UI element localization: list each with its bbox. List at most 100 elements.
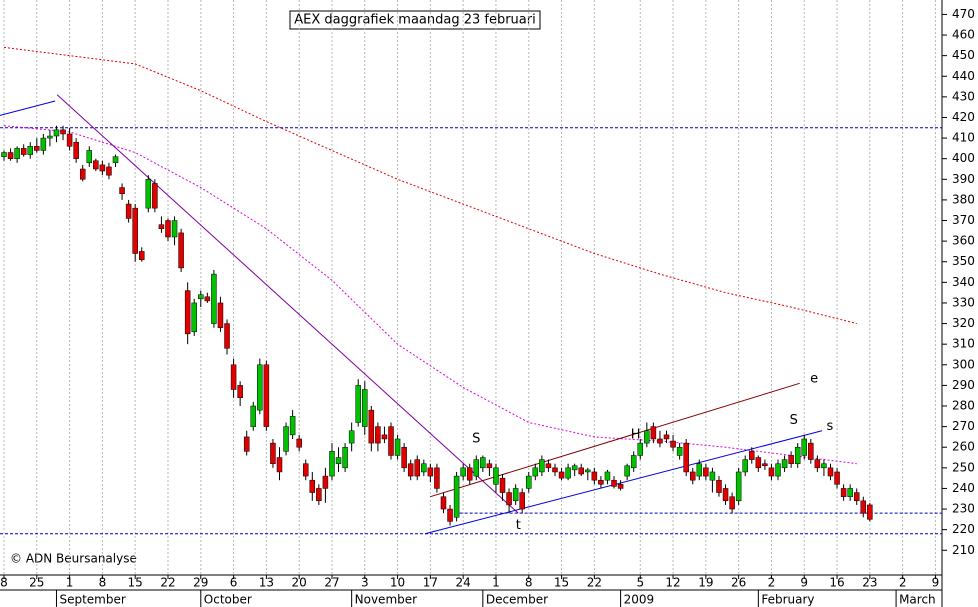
candle-body bbox=[211, 273, 217, 324]
x-tick-label: 19 bbox=[698, 576, 713, 590]
candle-body bbox=[34, 146, 40, 151]
moving-average bbox=[3, 125, 857, 465]
candle-body bbox=[840, 488, 847, 497]
x-tick-label: 27 bbox=[324, 576, 339, 590]
candle-body bbox=[604, 471, 611, 481]
y-tick-label: 380 bbox=[952, 192, 975, 206]
candle-body bbox=[591, 471, 598, 481]
title-box bbox=[289, 10, 541, 30]
candle-body bbox=[198, 294, 204, 300]
x-tick-label: 3 bbox=[361, 576, 369, 590]
candle-body bbox=[191, 302, 197, 333]
candle-body bbox=[342, 446, 348, 469]
candle-body bbox=[401, 446, 407, 469]
candle-body bbox=[663, 434, 670, 440]
y-tick-label: 310 bbox=[952, 337, 975, 351]
candle-body bbox=[768, 467, 775, 477]
x-tick-label: 5 bbox=[636, 576, 644, 590]
candle-body bbox=[860, 500, 867, 514]
candle-body bbox=[526, 475, 532, 489]
candle-body bbox=[362, 389, 368, 427]
candle-body bbox=[755, 457, 762, 469]
candle-body bbox=[453, 475, 460, 518]
candle-body bbox=[421, 463, 427, 473]
copyright: © ADN Beursanalyse bbox=[10, 552, 137, 566]
trend-line bbox=[424, 430, 823, 535]
candle-body bbox=[132, 207, 138, 254]
annotation: s bbox=[826, 419, 833, 434]
y-tick-label: 430 bbox=[952, 89, 975, 103]
y-tick-label: 340 bbox=[952, 275, 975, 289]
candle-body bbox=[60, 129, 66, 135]
candle-body bbox=[703, 467, 709, 477]
candle-body bbox=[617, 484, 624, 489]
candle-body bbox=[650, 426, 657, 440]
y-tick-label: 420 bbox=[952, 110, 975, 124]
candle-body bbox=[375, 426, 381, 444]
candle-body bbox=[368, 409, 375, 444]
candle-body bbox=[821, 463, 827, 469]
candle-body bbox=[466, 467, 473, 481]
month-label: March bbox=[899, 593, 936, 607]
candle-body bbox=[152, 183, 158, 209]
candle-body bbox=[93, 160, 99, 170]
candle-body bbox=[598, 479, 604, 485]
x-tick-label: 29 bbox=[193, 576, 208, 590]
candle-body bbox=[178, 232, 184, 269]
y-tick-label: 300 bbox=[952, 357, 975, 371]
trend-line bbox=[56, 94, 519, 514]
candle-body bbox=[388, 426, 394, 456]
month-label: September bbox=[59, 593, 125, 607]
candle-body bbox=[853, 492, 860, 502]
candle-body bbox=[348, 430, 355, 444]
candle-body bbox=[283, 426, 289, 452]
y-tick-label: 390 bbox=[952, 172, 975, 186]
candle-body bbox=[322, 475, 329, 489]
month-label: November bbox=[355, 593, 417, 607]
candle-body bbox=[762, 463, 768, 467]
x-tick-label: 6 bbox=[230, 576, 238, 590]
y-tick-label: 450 bbox=[952, 48, 975, 62]
candle-body bbox=[145, 179, 152, 209]
candle-body bbox=[217, 302, 224, 328]
candle-body bbox=[716, 479, 722, 493]
y-tick-label: 260 bbox=[952, 440, 975, 454]
candle-body bbox=[630, 455, 637, 469]
candle-body bbox=[519, 492, 525, 510]
candle-body bbox=[99, 164, 106, 172]
candle-body bbox=[512, 488, 519, 502]
candle-body bbox=[735, 471, 742, 502]
candle-body bbox=[158, 224, 165, 230]
candle-body bbox=[309, 479, 316, 493]
candle-body bbox=[834, 471, 840, 485]
candle-body bbox=[270, 442, 276, 464]
candle-body bbox=[571, 465, 578, 471]
x-tick-label: 23 bbox=[862, 576, 877, 590]
candle-body bbox=[237, 385, 243, 399]
candle-body bbox=[742, 459, 748, 473]
candle-body bbox=[112, 156, 119, 164]
candle-body bbox=[184, 290, 191, 335]
candle-body bbox=[138, 251, 145, 260]
x-tick-label: 16 bbox=[829, 576, 844, 590]
candle-body bbox=[243, 436, 250, 452]
candle-body bbox=[250, 405, 257, 427]
candle-body bbox=[289, 416, 296, 436]
x-tick-label: 8 bbox=[0, 576, 8, 590]
candle-body bbox=[381, 434, 388, 440]
candle-body bbox=[427, 467, 434, 477]
candle-body bbox=[808, 442, 814, 460]
y-tick-label: 230 bbox=[952, 502, 975, 516]
candle-body bbox=[414, 459, 420, 477]
candle-body bbox=[847, 488, 853, 497]
candle-body bbox=[670, 440, 676, 448]
annotation: S bbox=[472, 431, 480, 446]
candle-body bbox=[696, 463, 703, 477]
month-label: 2009 bbox=[624, 593, 655, 607]
y-tick-label: 440 bbox=[952, 69, 975, 83]
candle-body bbox=[801, 438, 808, 456]
candle-body bbox=[224, 323, 230, 349]
candle-body bbox=[296, 438, 302, 448]
x-tick-label: 15 bbox=[554, 576, 569, 590]
candle-body bbox=[79, 168, 86, 180]
